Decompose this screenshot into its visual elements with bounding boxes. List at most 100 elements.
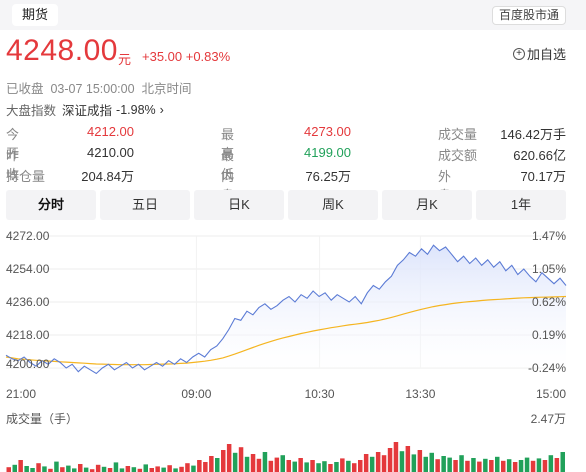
volume-bar xyxy=(536,458,542,472)
source-tag[interactable]: 百度股市通 xyxy=(491,6,566,25)
volume-bar xyxy=(137,468,143,472)
volume-bar xyxy=(310,460,315,472)
tab-one-year[interactable]: 1年 xyxy=(476,190,566,220)
volume-bar xyxy=(447,457,452,472)
tab-daily-k[interactable]: 日K xyxy=(194,190,284,220)
stat-label: 最 高 xyxy=(221,127,248,161)
volume-bar xyxy=(518,460,524,472)
volume-bar xyxy=(393,442,399,472)
intraday-chart[interactable]: 4272.00 4254.00 4236.00 4218.00 4200.00 1.47… xyxy=(0,226,586,472)
tab-monthly-k[interactable]: 月K xyxy=(382,190,472,220)
volume-bar xyxy=(60,467,65,472)
x-tick-label: 09:00 xyxy=(181,387,211,401)
stat-label: 今 开 xyxy=(6,127,33,161)
volume-bar xyxy=(42,466,47,472)
volume-bar xyxy=(36,463,41,472)
add-watchlist-button[interactable]: + 加自选 xyxy=(512,44,566,63)
volume-bar xyxy=(221,450,226,472)
x-tick-label: 15:00 xyxy=(536,387,566,401)
category-tab[interactable]: 期货 xyxy=(12,4,59,26)
pct-tick-label: 0.62% xyxy=(532,295,566,309)
x-tick-label: 21:00 xyxy=(6,387,36,401)
pct-tick-label: 0.19% xyxy=(532,328,566,342)
volume-bar xyxy=(441,456,446,472)
volume-bar xyxy=(304,462,309,472)
stat-label: 最 低 xyxy=(221,148,248,182)
volume-bar xyxy=(191,465,196,472)
index-name: 深证成指 xyxy=(62,104,113,118)
price-line xyxy=(5,244,567,375)
market-index-link[interactable]: 大盘指数 深证成指 -1.98% › xyxy=(6,100,164,119)
volume-bar xyxy=(83,467,89,472)
stat-value: 4212.00 xyxy=(87,124,134,139)
volume-bar xyxy=(542,460,548,472)
volume-bar xyxy=(423,456,428,472)
volume-max-label: 2.47万 xyxy=(531,412,566,426)
stat-label: 持仓量 xyxy=(6,169,46,184)
volume-bar xyxy=(185,463,190,472)
volume-bar xyxy=(143,464,148,472)
tab-five-day[interactable]: 五日 xyxy=(100,190,190,220)
chart-period-tabs: 分时 五日 日K 周K 月K 1年 xyxy=(6,190,566,220)
volume-bar xyxy=(506,459,512,472)
volume-bar xyxy=(453,460,458,472)
volume-bar xyxy=(411,454,417,472)
volume-bar xyxy=(72,468,77,472)
header-bar: 期货 百度股市通 xyxy=(0,0,586,30)
volume-bar xyxy=(226,444,232,472)
stat-value: 620.66亿 xyxy=(513,148,566,163)
tab-weekly-k[interactable]: 周K xyxy=(288,190,378,220)
y-tick-label: 4236.00 xyxy=(6,295,50,309)
tab-intraday[interactable]: 分时 xyxy=(6,190,96,220)
volume-bar xyxy=(369,456,375,472)
volume-bar xyxy=(113,462,119,472)
volume-bar xyxy=(530,460,536,472)
volume-bar xyxy=(95,464,101,472)
volume-bar xyxy=(381,455,387,472)
volume-bar xyxy=(548,455,554,472)
volume-bar xyxy=(24,466,29,472)
volume-bar xyxy=(292,461,297,472)
volume-bar xyxy=(131,467,137,472)
volume-bar xyxy=(167,465,172,472)
volume-bar xyxy=(465,460,470,472)
volume-bar xyxy=(340,458,345,472)
volume-bar xyxy=(107,468,113,472)
volume-bar xyxy=(358,460,363,472)
volume-bar xyxy=(429,452,434,472)
current-price: 4248.00 xyxy=(6,34,118,67)
volume-bar xyxy=(101,466,107,472)
stat-value: 146.42万手 xyxy=(500,127,566,142)
volume-bar xyxy=(417,450,423,472)
volume-bar xyxy=(125,466,131,472)
volume-bar xyxy=(30,468,35,472)
volume-bar xyxy=(209,456,214,472)
volume-bar xyxy=(256,458,262,472)
volume-bar xyxy=(89,469,95,472)
pct-tick-label: -0.24% xyxy=(528,361,566,375)
market-status: 已收盘 03-07 15:00:00 北京时间 xyxy=(6,82,192,96)
volume-bar xyxy=(286,460,291,472)
volume-bar xyxy=(238,447,244,472)
volume-bar xyxy=(363,454,369,472)
volume-bar xyxy=(352,463,357,472)
volume-bar xyxy=(197,460,202,472)
volume-bar xyxy=(501,460,506,472)
volume-bar xyxy=(328,464,333,472)
volume-bar xyxy=(48,468,53,472)
index-value: -1.98% xyxy=(116,102,156,117)
volume-bar xyxy=(405,446,411,472)
volume-bar xyxy=(6,467,11,472)
y-tick-label: 4218.00 xyxy=(6,328,50,342)
stat-label: 成交额 xyxy=(438,148,478,163)
volume-bar xyxy=(554,458,560,472)
stats-row: 昨 收 4210.00 最 低 4199.00 成交额 620.66亿 xyxy=(6,145,572,182)
stats-row: 持仓量 204.84万 内 盘 76.25万 外 盘 70.17万 xyxy=(6,166,572,203)
volume-label: 成交量（手） xyxy=(6,411,78,426)
volume-bar xyxy=(215,458,220,472)
volume-bar xyxy=(524,457,530,472)
price-change: +35.00 +0.83% xyxy=(142,49,231,64)
volume-bar xyxy=(477,461,482,472)
stat-value: 4273.00 xyxy=(304,124,351,139)
volume-bar xyxy=(334,462,339,472)
